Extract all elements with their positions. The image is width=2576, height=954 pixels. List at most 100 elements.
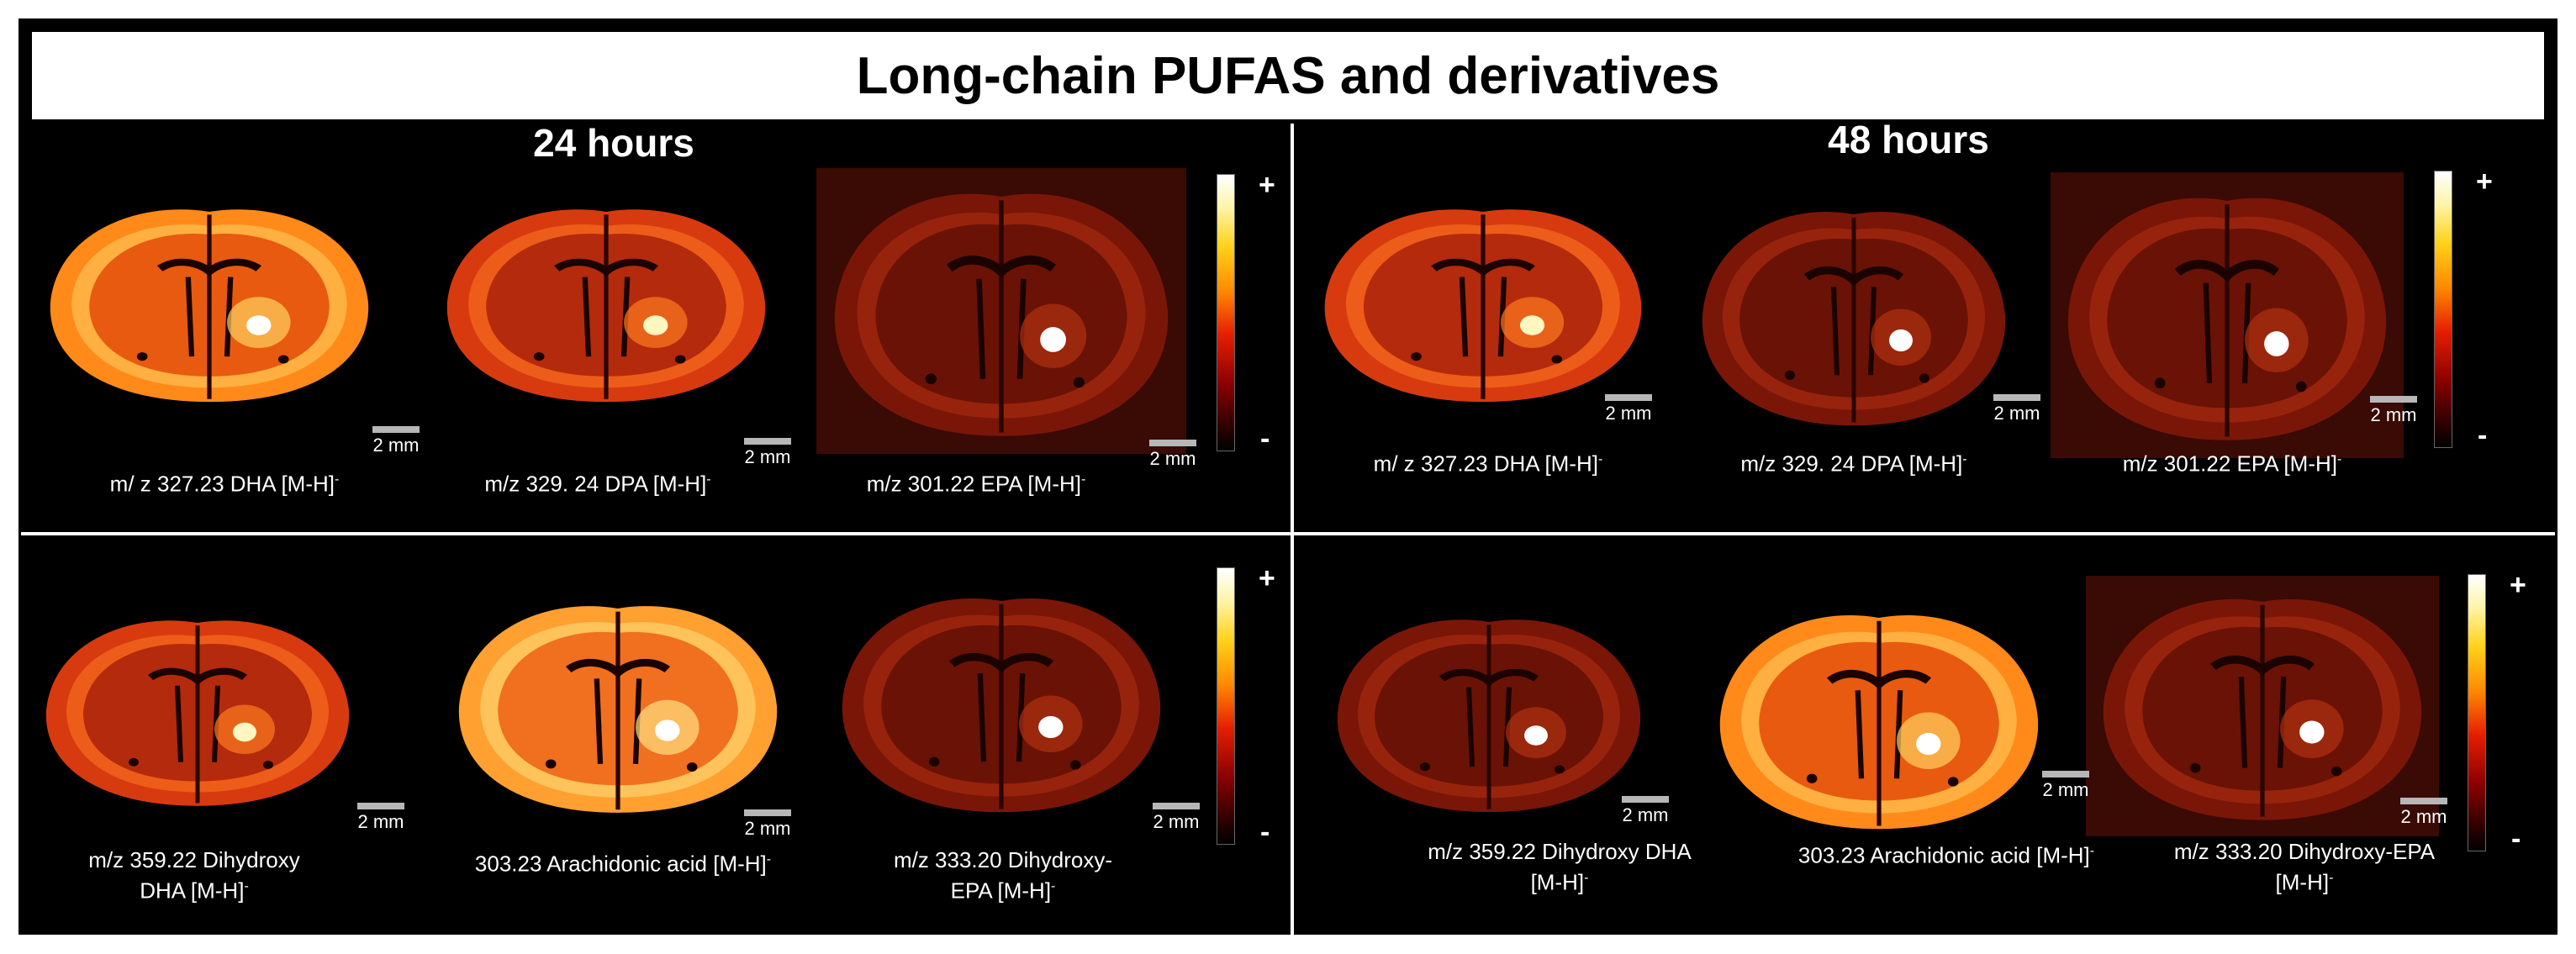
figure-frame: Long-chain PUFAS and derivatives 24 hour… <box>18 18 2558 937</box>
top-right-scale-1-label: 2 mm <box>1605 403 1652 424</box>
bottom-left-label-1-line2: DHA [M-H] <box>140 878 245 904</box>
top-right-colorbar <box>2434 171 2452 448</box>
bottom-left-brain-image-2 <box>441 584 794 828</box>
top-right-label-3-superscript: - <box>2336 452 2342 466</box>
top-right-brain-image-1 <box>1307 189 1659 416</box>
bottom-right-label-1-superscript: - <box>1584 871 1589 885</box>
figure-title: Long-chain PUFAS and derivatives <box>856 46 1720 105</box>
bottom-left-brain-image-3 <box>825 576 1178 828</box>
bottom-left-colorbar <box>1217 567 1235 845</box>
top-left-scale-1-label: 2 mm <box>372 435 420 456</box>
bottom-left-colorbar-plus: + <box>1259 562 1275 594</box>
top-left-label-3: m/z 301.22 EPA [M-H]- <box>867 466 1086 498</box>
bottom-right-colorbar-minus: - <box>2511 823 2521 855</box>
top-right-label-2-superscript: - <box>1962 452 1967 466</box>
top-left-label-1-superscript: - <box>334 472 340 487</box>
bottom-right-scale-1-label: 2 mm <box>1622 804 1669 825</box>
bottom-right-brain-image-2 <box>1702 593 2056 845</box>
bottom-left-colorbar-minus: - <box>1260 816 1270 848</box>
top-right-colorbar-gradient <box>2434 171 2452 448</box>
bottom-right-label-2-line1: 303.23 Arachidonic acid [M-H] <box>1797 842 2090 868</box>
top-left-scale-3-label: 2 mm <box>1149 448 1196 469</box>
top-left-colorbar-gradient <box>1217 174 1235 451</box>
bottom-left-colorbar-gradient <box>1217 567 1235 845</box>
bottom-left-scale-1-label: 2 mm <box>357 811 404 832</box>
bottom-right-label-1: m/z 359.22 Dihydroxy DHA [M-H]- <box>1428 838 1692 896</box>
bottom-left-label-2: 303.23 Arachidonic acid [M-H]- <box>475 846 771 878</box>
bottom-left-label-1-superscript: - <box>244 879 249 893</box>
bottom-left-brain-image-1 <box>29 601 366 820</box>
bottom-left-label-3: m/z 333.20 Dihydroxy- EPA [M-H]- <box>894 846 1112 904</box>
bottom-right-colorbar <box>2468 574 2486 851</box>
bottom-left-scale-2-bar <box>744 809 791 816</box>
top-right-label-1-superscript: - <box>1597 452 1603 466</box>
top-left-label-1: m/ z 327.23 DHA [M-H]- <box>110 466 340 498</box>
bottom-right-scale-3-bar <box>2400 798 2447 804</box>
bottom-right-label-3-line1: m/z 333.20 Dihydroxy-EPA <box>2173 839 2436 864</box>
top-left-brain-image-3 <box>816 168 1186 454</box>
top-left-label-2-line1: m/z 329. 24 DPA [M-H] <box>484 471 707 497</box>
top-right-label-3-line1: m/z 301.22 EPA [M-H] <box>2122 451 2337 477</box>
bottom-right-label-1-line2: [M-H] <box>1530 869 1585 895</box>
top-left-label-3-superscript: - <box>1080 472 1086 487</box>
bottom-right-scale-3-label: 2 mm <box>2400 806 2447 827</box>
bottom-left-scale-1-bar <box>357 803 404 809</box>
top-right-label-1-line1: m/ z 327.23 DHA [M-H] <box>1373 451 1598 477</box>
bottom-left-scale-3-label: 2 mm <box>1153 811 1200 832</box>
bottom-left-label-3-line2: EPA [M-H] <box>950 878 1052 904</box>
top-right-scale-2-label: 2 mm <box>1993 403 2040 424</box>
top-right-scale-3-bar <box>2370 396 2417 403</box>
top-left-brain-image-2 <box>430 189 783 416</box>
bottom-right-label-3-line2: [M-H] <box>2275 869 2330 895</box>
top-left-label-2-superscript: - <box>706 472 711 487</box>
bottom-left-label-3-superscript: - <box>1051 879 1056 893</box>
top-left-scale-3-bar <box>1149 440 1196 446</box>
horizontal-divider-left <box>21 532 1291 535</box>
bottom-right-scale-2-label: 2 mm <box>2042 779 2089 800</box>
top-left-colorbar-plus: + <box>1259 169 1275 201</box>
top-right-colorbar-minus: - <box>2478 419 2488 451</box>
bottom-right-label-3: m/z 333.20 Dihydroxy-EPA [M-H]- <box>2174 838 2435 896</box>
top-right-label-2: m/z 329. 24 DPA [M-H]- <box>1740 446 1966 477</box>
top-right-label-2-line1: m/z 329. 24 DPA [M-H] <box>1740 451 1963 477</box>
bottom-right-scale-1-bar <box>1622 796 1669 803</box>
vertical-divider <box>1291 124 1294 937</box>
time-label-48h: 48 hours <box>1828 118 1989 161</box>
horizontal-divider-right <box>1294 532 2555 535</box>
top-left-label-1-line1: m/ z 327.23 DHA [M-H] <box>109 471 335 497</box>
top-left-colorbar <box>1217 174 1235 451</box>
bottom-right-label-3-superscript: - <box>2329 871 2334 885</box>
top-left-scale-2-bar <box>744 438 791 445</box>
top-right-brain-image-2 <box>1686 189 2022 441</box>
top-left-label-3-line1: m/z 301.22 EPA [M-H] <box>866 471 1081 497</box>
bottom-left-label-1: m/z 359.22 Dihydroxy DHA [M-H]- <box>88 846 299 904</box>
bottom-right-colorbar-plus: + <box>2510 569 2526 601</box>
top-left-colorbar-minus: - <box>1260 423 1270 455</box>
top-right-brain-image-3 <box>2051 172 2404 458</box>
bottom-right-colorbar-gradient <box>2468 574 2486 851</box>
top-right-scale-1-bar <box>1605 394 1652 401</box>
title-bar: Long-chain PUFAS and derivatives <box>29 29 2547 122</box>
top-left-brain-image-1 <box>33 189 386 416</box>
top-right-label-1: m/ z 327.23 DHA [M-H]- <box>1374 446 1603 477</box>
bottom-left-scale-2-label: 2 mm <box>744 818 791 839</box>
bottom-right-scale-2-bar <box>2042 771 2089 777</box>
bottom-right-brain-image-1 <box>1321 599 1657 826</box>
bottom-left-label-3-line1: m/z 333.20 Dihydroxy- <box>893 847 1113 872</box>
top-right-colorbar-plus: + <box>2476 166 2493 198</box>
bottom-right-label-2: 303.23 Arachidonic acid [M-H]- <box>1798 838 2094 869</box>
top-left-scale-2-label: 2 mm <box>744 446 791 467</box>
top-right-scale-3-label: 2 mm <box>2370 404 2417 425</box>
bottom-left-label-2-superscript: - <box>766 852 772 867</box>
top-right-scale-2-bar <box>1993 394 2040 401</box>
bottom-left-label-1-line1: m/z 359.22 Dihydroxy <box>88 847 300 872</box>
top-left-scale-1-bar <box>372 426 420 433</box>
bottom-left-label-2-line1: 303.23 Arachidonic acid [M-H] <box>474 851 767 877</box>
bottom-right-brain-image-3 <box>2086 576 2439 836</box>
bottom-left-scale-3-bar <box>1153 803 1200 809</box>
top-left-label-2: m/z 329. 24 DPA [M-H]- <box>484 466 710 498</box>
time-label-24h: 24 hours <box>533 121 694 165</box>
bottom-right-label-1-line1: m/z 359.22 Dihydroxy DHA <box>1428 839 1692 864</box>
top-right-label-3: m/z 301.22 EPA [M-H]- <box>2123 446 2342 477</box>
bottom-right-label-2-superscript: - <box>2089 844 2095 858</box>
